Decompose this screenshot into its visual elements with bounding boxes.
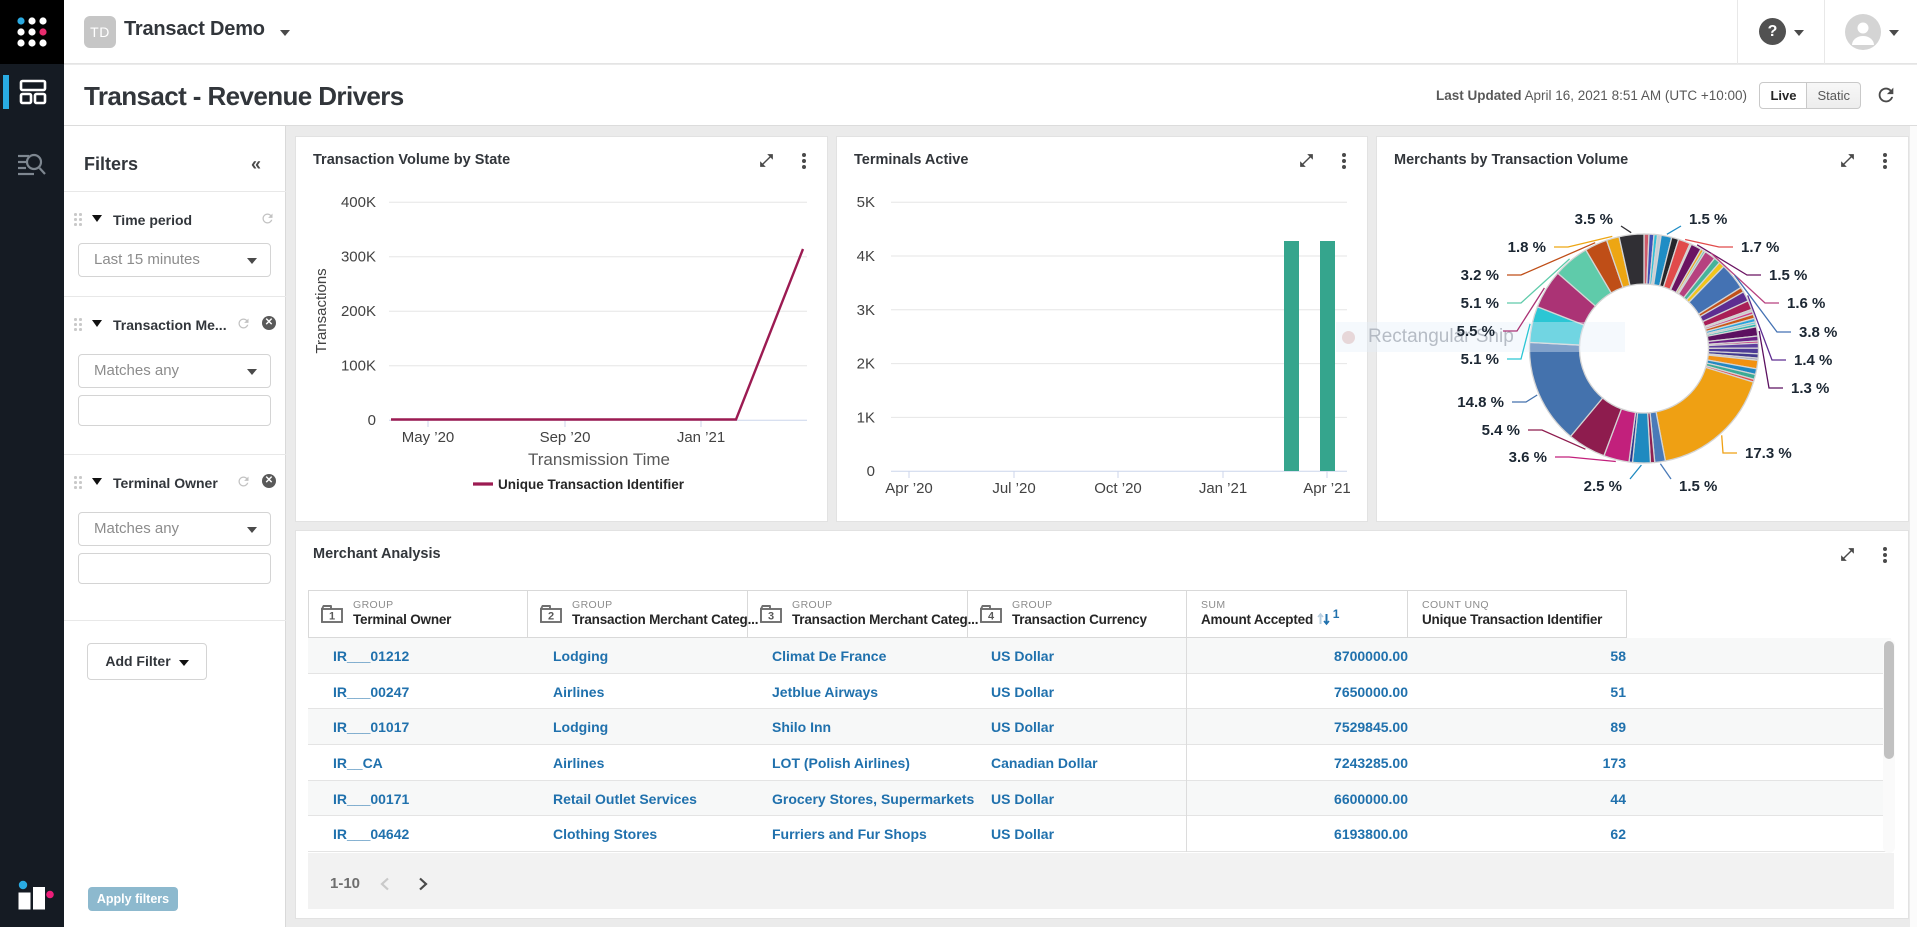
svg-text:17.3 %: 17.3 %: [1745, 445, 1792, 462]
svg-text:3: 3: [768, 611, 774, 623]
svg-text:1.6 %: 1.6 %: [1787, 295, 1825, 312]
svg-text:3.5 %: 3.5 %: [1575, 211, 1613, 228]
svg-text:3.2 %: 3.2 %: [1461, 267, 1499, 284]
svg-text:Apr ’21: Apr ’21: [1303, 480, 1351, 497]
svg-text:0: 0: [867, 463, 875, 480]
svg-text:1.4 %: 1.4 %: [1794, 352, 1832, 369]
svg-text:4: 4: [988, 611, 995, 623]
svg-text:200K: 200K: [341, 303, 376, 320]
svg-text:Jan ’21: Jan ’21: [1199, 480, 1247, 497]
svg-text:5.1 %: 5.1 %: [1461, 351, 1499, 368]
svg-text:0: 0: [368, 412, 376, 429]
svg-text:3.6 %: 3.6 %: [1509, 449, 1547, 466]
svg-text:5K: 5K: [857, 194, 875, 211]
svg-text:5.4 %: 5.4 %: [1482, 422, 1520, 439]
svg-text:Apr ’20: Apr ’20: [885, 480, 933, 497]
svg-text:Transmission Time: Transmission Time: [528, 450, 670, 469]
svg-text:May ’20: May ’20: [402, 429, 455, 446]
svg-text:1.5 %: 1.5 %: [1679, 478, 1717, 495]
svg-text:1.5 %: 1.5 %: [1689, 211, 1727, 228]
svg-text:Jan ’21: Jan ’21: [677, 429, 725, 446]
svg-text:Transactions: Transactions: [313, 268, 330, 353]
svg-text:14.8 %: 14.8 %: [1457, 394, 1504, 411]
svg-text:1.5 %: 1.5 %: [1769, 267, 1807, 284]
svg-text:1: 1: [329, 611, 335, 623]
svg-text:400K: 400K: [341, 194, 376, 211]
svg-text:2K: 2K: [857, 356, 875, 373]
svg-text:3.8 %: 3.8 %: [1799, 324, 1837, 341]
svg-text:1.8 %: 1.8 %: [1508, 239, 1546, 256]
svg-text:2.5 %: 2.5 %: [1584, 478, 1622, 495]
svg-text:3K: 3K: [857, 302, 875, 319]
svg-text:Oct ’20: Oct ’20: [1094, 480, 1142, 497]
svg-text:2: 2: [548, 611, 554, 623]
svg-text:5.1 %: 5.1 %: [1461, 295, 1499, 312]
svg-text:Sep ’20: Sep ’20: [540, 429, 591, 446]
svg-text:5.5 %: 5.5 %: [1457, 323, 1495, 340]
svg-text:4K: 4K: [857, 248, 875, 265]
svg-text:100K: 100K: [341, 358, 376, 375]
svg-text:Jul ’20: Jul ’20: [992, 480, 1035, 497]
svg-text:1.3 %: 1.3 %: [1791, 380, 1829, 397]
svg-text:1K: 1K: [857, 409, 875, 426]
svg-text:Unique Transaction Identifier: Unique Transaction Identifier: [498, 477, 685, 492]
svg-text:1.7 %: 1.7 %: [1741, 239, 1779, 256]
svg-text:300K: 300K: [341, 249, 376, 266]
